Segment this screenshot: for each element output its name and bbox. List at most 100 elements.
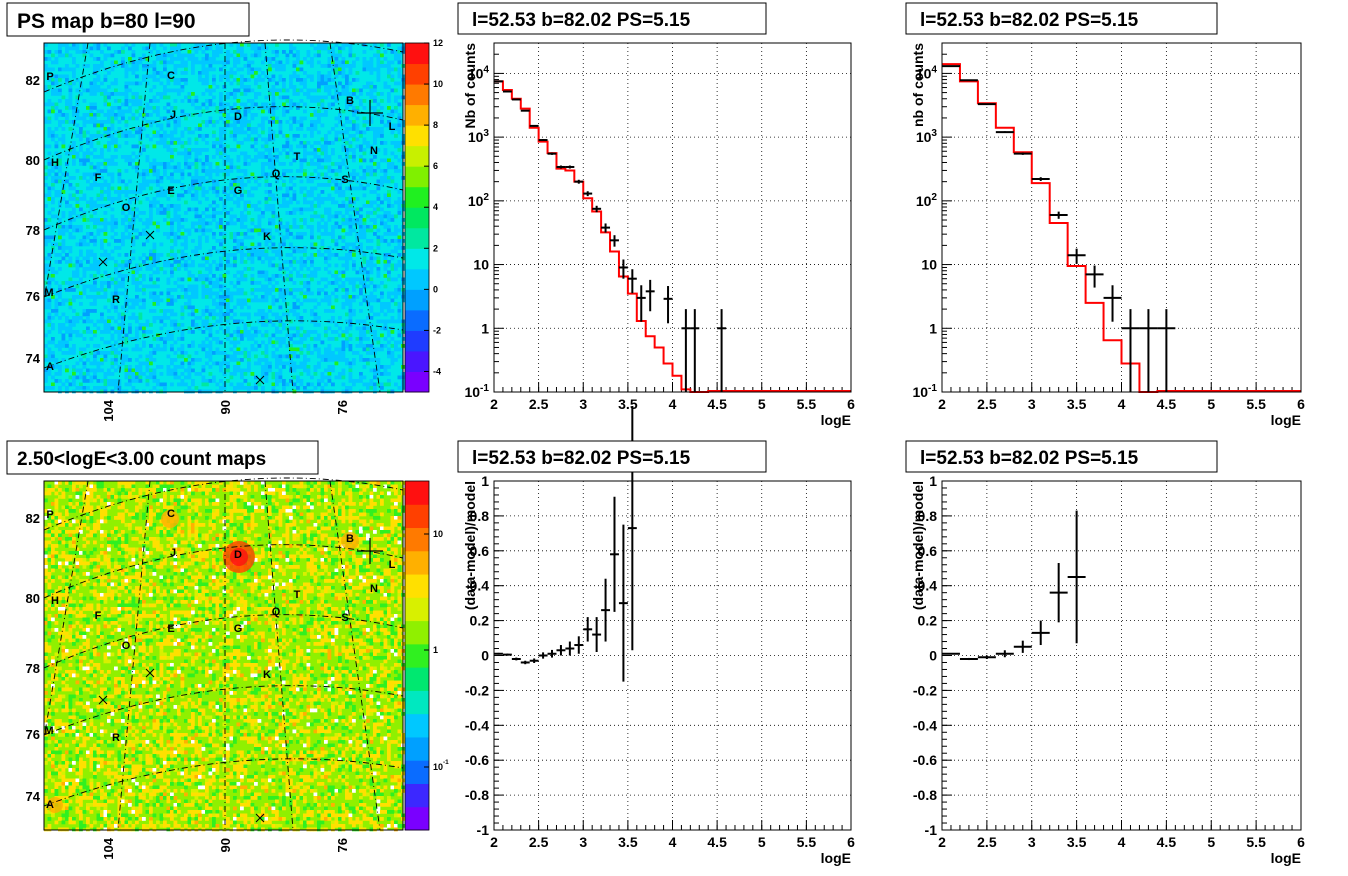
map-pixel — [261, 270, 265, 275]
map-pixel — [271, 323, 276, 327]
map-pixel — [58, 242, 62, 247]
map-pixel — [219, 130, 223, 135]
map-pixel — [219, 60, 223, 65]
map-pixel — [383, 172, 388, 177]
map-pixel — [96, 379, 101, 383]
colorbar-segment — [405, 84, 429, 106]
map-pixel — [366, 260, 370, 264]
map-pixel — [299, 249, 304, 254]
map-pixel — [229, 309, 234, 313]
map-pixel — [219, 295, 223, 299]
map-pixel — [208, 64, 213, 68]
map-pixel — [201, 60, 206, 65]
map-pixel — [383, 221, 388, 226]
map-pixel — [299, 340, 304, 345]
map-pixel — [103, 323, 108, 327]
map-pixel — [163, 169, 167, 173]
map-pixel — [320, 242, 325, 247]
map-pixel — [390, 67, 395, 72]
map-pixel — [376, 270, 381, 275]
map-pixel — [114, 232, 118, 236]
map-pixel — [369, 204, 374, 208]
map-pixel — [359, 242, 363, 247]
map-pixel — [380, 214, 384, 219]
map-pixel — [131, 158, 136, 163]
map-pixel — [89, 207, 94, 212]
map-pixel — [324, 151, 328, 156]
map-pixel — [149, 169, 153, 173]
map-pixel — [317, 162, 321, 166]
map-pixel — [187, 295, 192, 299]
map-pixel — [110, 344, 115, 348]
map-pixel — [44, 225, 48, 229]
map-pixel — [68, 218, 73, 222]
map-pixel — [341, 354, 346, 359]
map-pixel — [366, 351, 370, 355]
map-pixel — [215, 337, 220, 341]
map-pixel — [345, 295, 349, 299]
map-pixel — [390, 316, 395, 320]
map-pixel — [215, 281, 220, 285]
map-pixel — [79, 190, 83, 194]
map-pixel — [296, 60, 300, 65]
map-pixel — [68, 305, 73, 310]
map-pixel — [390, 130, 395, 135]
map-pixel — [254, 78, 258, 82]
map-pixel — [240, 351, 244, 355]
map-pixel — [334, 221, 339, 226]
map-pixel — [289, 81, 293, 86]
map-pixel — [376, 57, 381, 61]
map-pixel — [93, 204, 97, 208]
map-pixel — [121, 330, 125, 334]
map-pixel — [47, 305, 52, 310]
map-pixel — [65, 344, 69, 348]
map-pixel — [359, 319, 363, 324]
map-pixel — [369, 99, 374, 103]
map-pixel — [327, 214, 332, 219]
map-pixel — [72, 57, 76, 61]
map-pixel — [93, 102, 97, 107]
map-pixel — [222, 204, 227, 208]
map-pixel — [236, 249, 241, 254]
map-pixel — [110, 225, 115, 229]
map-pixel — [271, 113, 276, 117]
map-pixel — [79, 207, 83, 212]
map-pixel — [243, 235, 248, 240]
map-pixel — [334, 200, 339, 205]
map-pixel — [247, 71, 251, 75]
map-pixel — [397, 316, 402, 320]
map-pixel — [397, 148, 402, 152]
map-pixel — [240, 183, 244, 187]
map-pixel — [173, 137, 178, 142]
map-pixel — [394, 232, 398, 236]
map-pixel — [201, 256, 206, 261]
map-pixel — [296, 151, 300, 156]
map-pixel — [159, 116, 164, 121]
map-pixel — [219, 284, 223, 289]
map-pixel — [275, 43, 279, 47]
map-pixel — [82, 354, 87, 359]
map-pixel — [187, 92, 192, 96]
map-pixel — [68, 102, 73, 107]
map-pixel — [348, 144, 353, 149]
map-pixel — [124, 109, 129, 114]
map-pixel — [394, 67, 398, 72]
map-pixel — [306, 288, 311, 292]
map-pixel — [376, 102, 381, 107]
map-pixel — [135, 358, 139, 362]
map-pixel — [180, 57, 185, 61]
map-pixel — [128, 316, 132, 320]
map-pixel — [334, 242, 339, 247]
map-pixel — [254, 382, 258, 387]
map-pixel — [44, 344, 48, 348]
map-pixel — [96, 344, 101, 348]
map-pixel — [394, 288, 398, 292]
map-pixel — [345, 263, 349, 268]
map-pixel — [233, 92, 237, 96]
map-pixel — [201, 347, 206, 352]
map-pixel — [198, 270, 202, 275]
map-pixel — [292, 267, 297, 271]
map-pixel — [79, 358, 83, 362]
map-pixel — [292, 305, 297, 310]
map-pixel — [198, 277, 202, 282]
